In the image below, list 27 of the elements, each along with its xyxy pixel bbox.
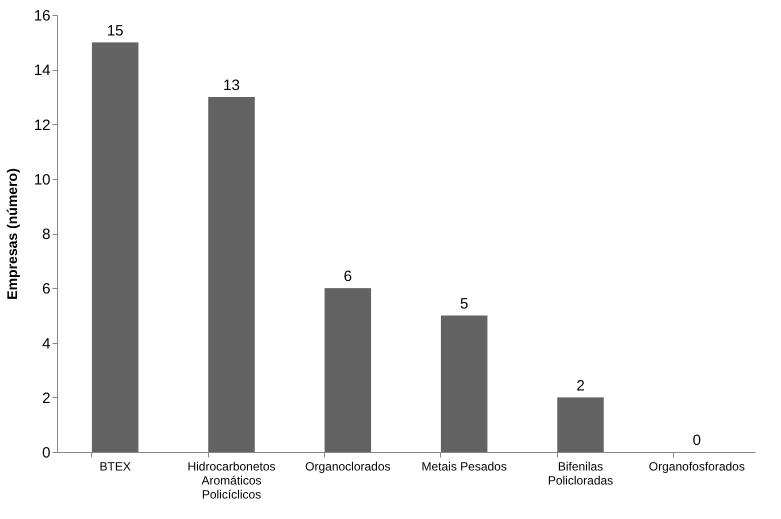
y-tick-label: 10 (34, 171, 50, 188)
y-tick-label: 2 (42, 390, 50, 407)
y-tick-label: 8 (42, 226, 50, 243)
y-axis-title: Empresas (número) (4, 168, 20, 300)
y-tick-label: 0 (42, 444, 50, 462)
y-tick-label: 6 (42, 280, 50, 298)
y-tick-label: 12 (34, 116, 50, 134)
data-label: 15 (106, 22, 124, 40)
x-tick-label: Organoclorados (305, 460, 391, 474)
data-label: 13 (223, 76, 240, 94)
bar (557, 397, 604, 452)
bar (208, 96, 255, 452)
data-label: 6 (344, 268, 352, 286)
bar (324, 288, 372, 452)
data-label: 5 (460, 295, 468, 312)
y-tick-label: 16 (34, 8, 50, 24)
x-tick-label: Hidrocarbonetos Aromáticos Policíclicos (187, 460, 276, 502)
bar (92, 42, 138, 452)
x-tick-label: BTEX (99, 460, 131, 474)
data-label: 0 (692, 432, 702, 449)
y-tick-label: 4 (42, 335, 50, 352)
y-tick-label: 14 (34, 62, 50, 80)
x-tick-label: Bifenilas Policloradas (548, 460, 614, 488)
x-tick-label: Metais Pesados (421, 460, 507, 474)
bar (440, 315, 488, 452)
x-tick-label: Organofosforados (648, 460, 745, 474)
data-label: 2 (576, 377, 585, 394)
